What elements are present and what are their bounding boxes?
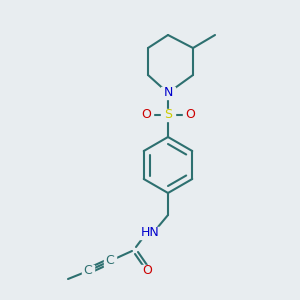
- Bar: [139, 109, 153, 121]
- Bar: [161, 87, 175, 99]
- Text: C: C: [106, 254, 114, 268]
- Bar: [161, 109, 175, 121]
- Text: O: O: [142, 265, 152, 278]
- Text: C: C: [84, 265, 92, 278]
- Text: S: S: [164, 109, 172, 122]
- Bar: [104, 255, 116, 267]
- Bar: [140, 265, 154, 277]
- Text: N: N: [163, 86, 173, 100]
- Bar: [139, 227, 161, 239]
- Bar: [82, 265, 94, 277]
- Text: HN: HN: [141, 226, 159, 239]
- Text: O: O: [141, 109, 151, 122]
- Text: O: O: [185, 109, 195, 122]
- Bar: [183, 109, 197, 121]
